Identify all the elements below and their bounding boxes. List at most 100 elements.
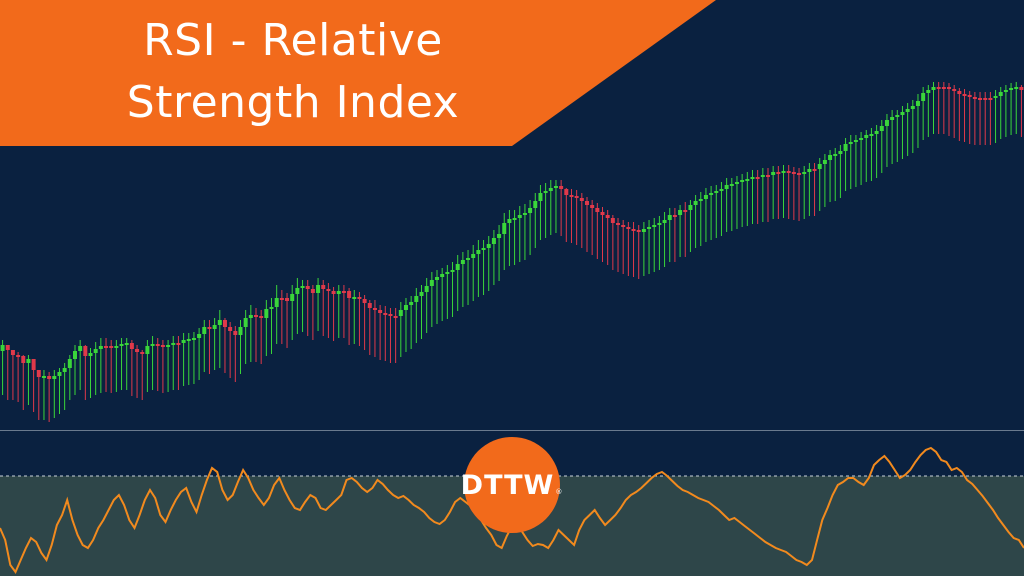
candle [228, 322, 233, 378]
candle-body [745, 179, 750, 181]
candle-body [709, 193, 714, 195]
candle [21, 355, 26, 410]
candle [590, 200, 595, 255]
candle [595, 203, 600, 259]
candle-body [791, 172, 796, 174]
candle [709, 186, 714, 240]
candle-body [212, 325, 217, 329]
candle [641, 222, 646, 276]
candle-body [429, 280, 434, 286]
candle-body [548, 188, 553, 191]
candle-body [16, 355, 21, 357]
candle [171, 336, 176, 390]
candle-body [460, 260, 465, 264]
candle-body [155, 344, 160, 346]
candle-body [626, 227, 631, 229]
candle-body [217, 320, 222, 325]
candle-body [93, 349, 98, 353]
candle-body [357, 297, 362, 299]
candle-body [336, 291, 341, 294]
candle-body [5, 345, 10, 350]
candle-body [817, 164, 822, 169]
candle [724, 178, 729, 232]
candle-body [41, 376, 46, 378]
candle [279, 290, 284, 344]
candle [507, 210, 512, 266]
candle [114, 340, 119, 392]
candle-body [714, 191, 719, 193]
candle-body [135, 349, 140, 352]
candle [972, 92, 977, 145]
candle [512, 210, 517, 265]
candle [424, 278, 429, 333]
candle [321, 280, 326, 336]
candle-body [869, 134, 874, 136]
candle-body [760, 175, 765, 177]
candle-body [455, 264, 460, 270]
candle-body [616, 223, 621, 225]
candle [471, 245, 476, 301]
candle-body [57, 372, 62, 376]
candle [559, 180, 564, 236]
candle [678, 205, 683, 257]
candle-body [435, 277, 440, 280]
title-banner [0, 0, 716, 146]
candle [843, 138, 848, 191]
candle-body [316, 285, 321, 293]
candle-body [10, 350, 15, 355]
candle-body [409, 302, 414, 305]
candle-body [657, 223, 662, 225]
candle-body [719, 189, 724, 191]
candle [828, 150, 833, 202]
candle-body [150, 344, 155, 346]
candle-body [502, 223, 507, 234]
candle-body [67, 359, 72, 368]
candle [647, 220, 652, 274]
candle-body [610, 218, 615, 223]
candle-body [233, 331, 238, 335]
candle [760, 168, 765, 222]
candle-body [403, 305, 408, 310]
candle-body [771, 172, 776, 175]
candle-body [497, 234, 502, 238]
candle-body [797, 173, 802, 175]
candle-body [512, 218, 517, 220]
candle [93, 342, 98, 395]
candle-body [202, 327, 207, 334]
registered-mark: ® [555, 488, 564, 496]
candle [233, 326, 238, 382]
candle-body [1014, 87, 1019, 89]
candle-body [47, 376, 52, 379]
candle-body [921, 93, 926, 101]
candle [807, 163, 812, 216]
candle-body [543, 191, 548, 193]
candle [186, 333, 191, 385]
candle-body [600, 212, 605, 215]
candle-body [450, 270, 455, 272]
candle-body [83, 346, 88, 356]
candle-body [828, 155, 833, 160]
candle [197, 328, 202, 380]
candle [264, 300, 269, 356]
candle-body [98, 346, 103, 349]
candle [548, 180, 553, 235]
candle [926, 85, 931, 137]
candle [1003, 85, 1008, 137]
candle-body [636, 230, 641, 232]
candle [771, 166, 776, 219]
candle-body [848, 142, 853, 144]
candle-body [936, 87, 941, 89]
candle [833, 148, 838, 201]
candle [150, 336, 155, 390]
candle-body [331, 291, 336, 294]
candle-body [595, 208, 600, 212]
candle-body [197, 334, 202, 338]
candle-body [812, 169, 817, 171]
candle-body [667, 215, 672, 220]
candle-body [905, 109, 910, 112]
candle [957, 88, 962, 141]
candle-body [243, 318, 248, 327]
candle-body [383, 313, 388, 315]
candle [300, 280, 305, 332]
